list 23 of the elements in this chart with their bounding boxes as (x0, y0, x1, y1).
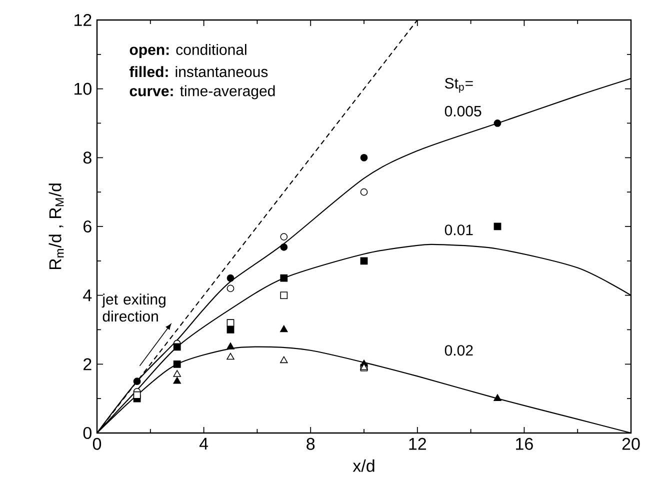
x-tick-label: 12 (409, 438, 426, 450)
x-tick-label: 20 (622, 438, 640, 450)
annotation: St$_{p}$= (444, 78, 473, 93)
x-tick-label: 8 (306, 438, 315, 450)
annotation: open: conditional (130, 44, 246, 58)
annotation: curve: time-averaged (130, 85, 275, 100)
y-tick-label: 2 (84, 358, 92, 370)
y-axis-title: R$_{m}$/d , R$_{M}$/d (48, 184, 64, 270)
y-tick-label: 0 (83, 426, 92, 440)
y-tick-label: 12 (74, 14, 92, 26)
y-tick-label: 8 (83, 152, 92, 164)
y-tick-label: 4 (83, 289, 92, 302)
annotation: 0.02 (444, 345, 473, 356)
y-tick-label: 6 (84, 220, 92, 233)
x-axis-title: x/d (352, 459, 374, 472)
x-tick-label: 16 (516, 438, 533, 450)
y-tick-label: 10 (74, 82, 92, 95)
annotation: 0.005 (444, 106, 482, 116)
annotation: filled: instantaneous (129, 66, 268, 78)
annotation: jet exiting direction (102, 294, 166, 322)
annotation: 0.01 (444, 224, 473, 236)
x-tick-label: 4 (199, 438, 208, 450)
x-tick-label: 0 (92, 438, 102, 450)
